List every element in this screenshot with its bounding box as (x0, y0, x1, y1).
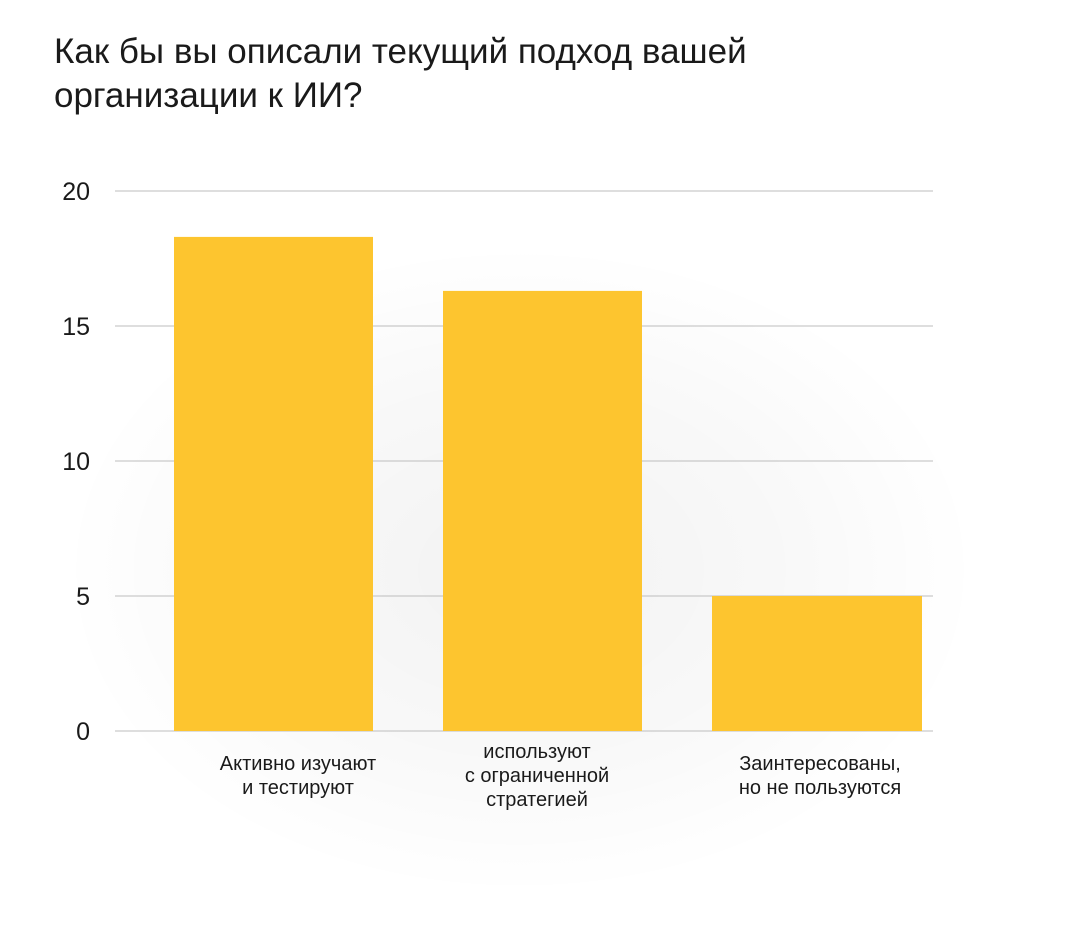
category-label-3: Заинтересованы, но не пользуются (739, 753, 901, 799)
category-label-line: Активно изучают (220, 753, 376, 775)
category-label-2: используют с ограниченной стратегией (465, 741, 609, 811)
y-tick-label: 10 (62, 448, 90, 476)
y-tick-label: 5 (76, 583, 90, 611)
category-label-line: с ограниченной (465, 765, 609, 787)
category-label-line: используют (483, 741, 590, 763)
category-label-line: но не пользуются (739, 777, 901, 799)
category-label-line: и тестируют (242, 777, 354, 799)
y-tick-label: 0 (76, 718, 90, 746)
bar-1 (174, 236, 373, 731)
chart-title: Как бы вы описали текущий подход вашей о… (54, 32, 747, 115)
x-axis-labels: Активно изучают и тестируют используют с ог… (220, 741, 901, 811)
category-label-line: Заинтересованы, (739, 753, 901, 775)
y-axis-ticks: 0 5 10 15 20 (62, 178, 90, 746)
bar-2 (443, 290, 642, 731)
y-tick-label: 15 (62, 313, 90, 341)
bar-3 (712, 596, 922, 731)
bars (174, 236, 922, 731)
category-label-line: стратегией (486, 789, 588, 811)
y-tick-label: 20 (62, 178, 90, 206)
category-label-1: Активно изучают и тестируют (220, 753, 376, 799)
